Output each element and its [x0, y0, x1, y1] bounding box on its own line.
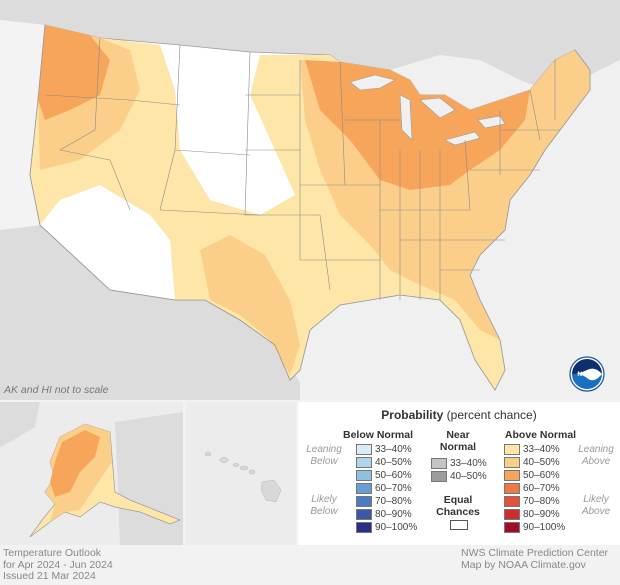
great-lakes: [349, 74, 506, 146]
above-40-50-zone-sw: [200, 235, 300, 375]
equal-chances-swatch: [450, 520, 468, 530]
footer-left: Temperature Outlook for Apr 2024 - Jun 2…: [3, 547, 113, 583]
equal-chances-header: Equal Chances: [433, 494, 483, 518]
below-normal-row: 90–100%: [356, 522, 417, 533]
above-normal-label: 33–40%: [523, 444, 560, 456]
scale-note: AK and HI not to scale: [4, 384, 109, 396]
below-normal-row: 40–50%: [356, 457, 412, 468]
near-normal-swatch: [431, 471, 447, 482]
below-normal-swatch: [356, 470, 372, 481]
above-normal-swatch: [504, 496, 520, 507]
below-normal-header: Below Normal: [342, 429, 413, 441]
near-normal-swatch: [431, 458, 447, 469]
above-normal-swatch: [504, 470, 520, 481]
near-normal-row: 33–40%: [431, 458, 487, 469]
near-normal-header-line2: Normal: [439, 441, 477, 453]
legend-title: Probability (percent chance): [298, 408, 620, 422]
near-normal-label: 40–50%: [450, 471, 487, 483]
below-normal-row: 60–70%: [356, 483, 412, 494]
likely-above-label: Likely Above: [572, 494, 620, 518]
hawaii-inset: [186, 402, 296, 545]
below-normal-label: 90–100%: [375, 522, 418, 534]
equal-chances-line1: Equal: [443, 494, 473, 506]
likely-above-line1: Likely: [583, 494, 609, 505]
above-normal-row: 60–70%: [504, 483, 560, 494]
leaning-below-line2: Below: [310, 456, 338, 467]
above-normal-label: 70–80%: [523, 496, 560, 508]
footer-map-credit: Map by NOAA Climate.gov: [461, 558, 586, 571]
above-50-60-zone-mw: [305, 60, 530, 190]
below-normal-label: 80–90%: [375, 509, 412, 521]
footer-outlook-title: Temperature Outlook: [3, 547, 102, 559]
hawaii-islands: [204, 451, 282, 503]
leaning-below-label: Leaning Below: [300, 444, 348, 468]
below-normal-row: 70–80%: [356, 496, 412, 507]
below-normal-swatch: [356, 509, 372, 520]
likely-above-line2: Above: [581, 506, 611, 517]
likely-below-label: Likely Below: [300, 494, 348, 518]
alaska-50-60: [50, 430, 100, 497]
below-normal-row: 80–90%: [356, 509, 412, 520]
above-normal-label: 50–60%: [523, 470, 560, 482]
below-normal-label: 50–60%: [375, 470, 412, 482]
below-normal-label: 40–50%: [375, 457, 412, 469]
above-normal-row: 33–40%: [504, 444, 560, 455]
footer-outlook-period: for Apr 2024 - Jun 2024: [3, 558, 113, 571]
likely-below-line2: Below: [310, 506, 338, 517]
above-normal-label: 90–100%: [523, 522, 566, 534]
near-normal-header: Near Normal: [433, 429, 483, 453]
legend: Probability (percent chance) Below Norma…: [298, 402, 620, 545]
below-normal-row: 33–40%: [356, 444, 412, 455]
above-normal-row: 90–100%: [504, 522, 565, 533]
legend-title-bold: Probability: [381, 408, 444, 422]
noaa-logo-text: NOAA: [577, 371, 596, 378]
below-normal-label: 33–40%: [375, 444, 412, 456]
footer-cpc-credit: NWS Climate Prediction Center: [461, 547, 609, 559]
below-normal-swatch: [356, 457, 372, 468]
leaning-above-label: Leaning Above: [572, 444, 620, 468]
above-normal-header: Above Normal: [504, 429, 577, 441]
legend-title-rest: (percent chance): [446, 408, 537, 422]
above-normal-row: 40–50%: [504, 457, 560, 468]
above-normal-swatch: [504, 509, 520, 520]
footer-issued-date: Issued 21 Mar 2024: [3, 570, 96, 582]
canada-region: [0, 0, 620, 95]
leaning-below-line1: Leaning: [306, 444, 342, 455]
alaska-inset: [0, 402, 183, 545]
above-normal-swatch: [504, 522, 520, 533]
above-normal-label: 40–50%: [523, 457, 560, 469]
below-normal-label: 60–70%: [375, 483, 412, 495]
above-50-60-zone-nw: [38, 25, 110, 120]
mexico-region: [0, 225, 300, 400]
near-normal-row: 40–50%: [431, 471, 487, 482]
above-normal-swatch: [504, 483, 520, 494]
above-normal-row: 70–80%: [504, 496, 560, 507]
below-normal-swatch: [356, 444, 372, 455]
above-normal-swatch: [504, 457, 520, 468]
conus-map: [0, 0, 620, 400]
noaa-logo: NOAA: [569, 356, 605, 392]
likely-below-line1: Likely: [311, 494, 337, 505]
below-normal-swatch: [356, 522, 372, 533]
equal-chances-line2: Chances: [436, 506, 480, 518]
below-normal-swatch: [356, 496, 372, 507]
leaning-above-line2: Above: [581, 456, 611, 467]
below-normal-swatch: [356, 483, 372, 494]
above-normal-row: 50–60%: [504, 470, 560, 481]
above-normal-label: 60–70%: [523, 483, 560, 495]
above-normal-swatch: [504, 444, 520, 455]
below-normal-row: 50–60%: [356, 470, 412, 481]
above-normal-label: 80–90%: [523, 509, 560, 521]
near-normal-label: 33–40%: [450, 458, 487, 470]
state-borders: [44, 37, 560, 300]
footer-right: NWS Climate Prediction Center Map by NOA…: [461, 547, 609, 571]
below-normal-label: 70–80%: [375, 496, 412, 508]
leaning-above-line1: Leaning: [578, 444, 614, 455]
above-normal-row: 80–90%: [504, 509, 560, 520]
near-normal-header-line1: Near: [446, 429, 470, 441]
